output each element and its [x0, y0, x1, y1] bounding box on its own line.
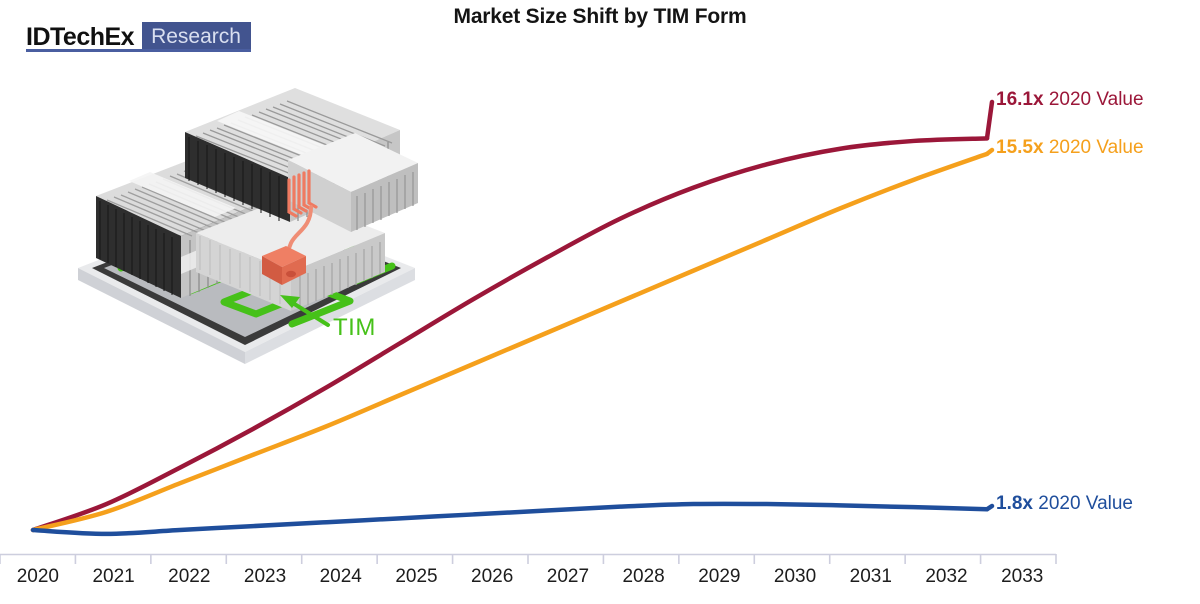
x-tick-label-2026: 2026	[471, 566, 514, 587]
x-tick-label-2033: 2033	[1001, 566, 1044, 587]
series-line-1	[30, 151, 990, 533]
x-tick-label-2031: 2031	[849, 566, 892, 587]
tim-annotation-label: TIM	[333, 314, 376, 341]
x-tick-label-2022: 2022	[168, 566, 211, 587]
chart-series-group	[30, 136, 990, 537]
x-tick-label-2025: 2025	[395, 566, 438, 587]
x-tick-label-2028: 2028	[622, 566, 665, 587]
heat-pipe-connector	[262, 169, 318, 285]
series-leader-1	[984, 147, 995, 157]
series-suffix-blue: 2020 Value	[1032, 493, 1133, 514]
series-leader-2	[984, 503, 995, 512]
x-tick-label-2032: 2032	[925, 566, 968, 587]
x-tick-label-2020: 2020	[16, 566, 59, 587]
tim-data-center-isometric-illustration	[78, 88, 418, 364]
x-tick-label-2024: 2024	[319, 566, 362, 587]
series-multiplier-orange: 15.5x	[996, 137, 1044, 158]
x-tick-label-2027: 2027	[546, 566, 590, 587]
series-leader-0	[984, 99, 995, 141]
series-line-0	[30, 136, 990, 533]
series-suffix-maroon: 2020 Value	[1043, 89, 1144, 110]
series-multiplier-blue: 1.8x	[996, 493, 1033, 514]
x-axis-ticks	[0, 554, 1057, 564]
brand-research-badge: Research	[142, 22, 251, 52]
tim-annotation-arrow	[280, 295, 330, 327]
x-tick-label-2023: 2023	[243, 566, 287, 587]
series-suffix-orange: 2020 Value	[1043, 137, 1144, 158]
brand-logo: IDTechEx Research	[26, 22, 251, 52]
brand-wordmark: IDTechEx	[26, 22, 143, 52]
series-leader-lines	[984, 99, 995, 512]
x-axis-tick-labels: 2020 2021 2022 2023 2024 2025 2026 2027 2028 2029…	[0, 566, 1060, 596]
chart-title: Market Size Shift by TIM Form	[453, 5, 747, 28]
x-tick-label-2029: 2029	[698, 566, 741, 587]
series-line-2	[30, 501, 990, 537]
x-tick-label-2030: 2030	[773, 566, 817, 587]
x-tick-label-2021: 2021	[92, 566, 135, 587]
series-multiplier-maroon: 16.1x	[996, 89, 1044, 110]
series-end-label-maroon: 16.1x 2020 Value	[996, 90, 1144, 109]
x-axis	[0, 553, 1057, 564]
series-end-label-orange: 15.5x 2020 Value	[996, 138, 1144, 157]
series-end-label-blue: 1.8x 2020 Value	[996, 494, 1133, 513]
